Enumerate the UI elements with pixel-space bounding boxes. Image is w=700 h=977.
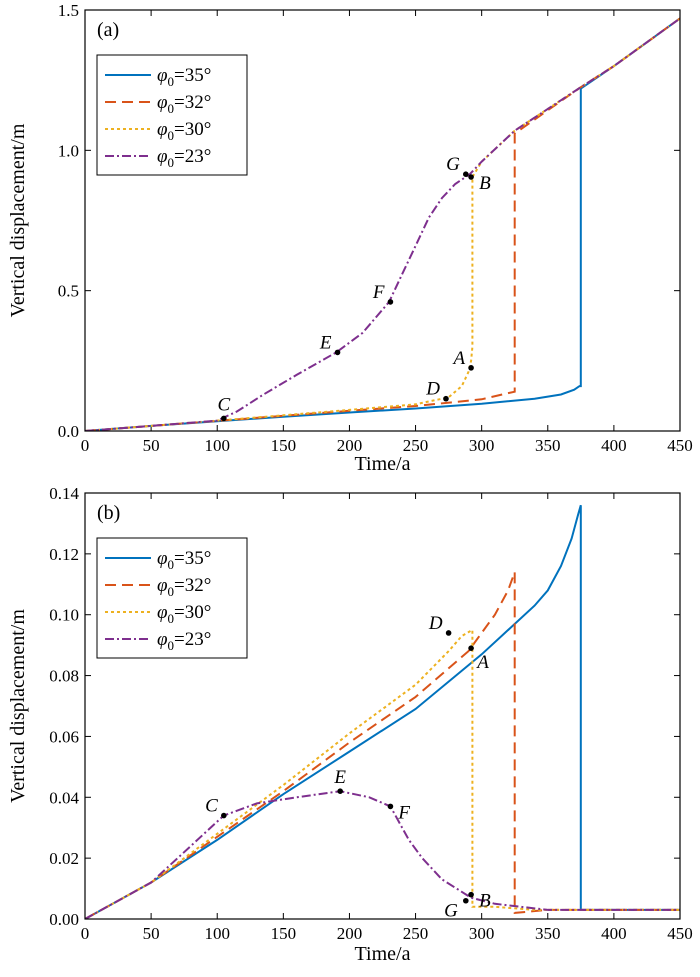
y-tick-label: 0.02 [49, 849, 79, 868]
y-tick-label: 0.0 [58, 422, 79, 441]
legend: φ0=35° φ0=32° φ0=30° φ0=23° [96, 54, 248, 176]
x-tick-label: 0 [81, 924, 90, 943]
x-tick-label: 250 [403, 436, 429, 455]
x-tick-label: 200 [337, 924, 363, 943]
annotation-label-G: G [446, 154, 460, 175]
y-axis-label: Vertical displacement/m [7, 123, 29, 317]
legend-label: φ0=35° [157, 65, 211, 89]
annotation-label-F: F [372, 282, 385, 303]
legend-label: φ0=30° [157, 602, 211, 626]
x-tick-label: 350 [535, 924, 561, 943]
y-tick-label: 0.08 [49, 667, 79, 686]
annotation-point-G [463, 171, 469, 177]
x-axis-label: Time/a [355, 943, 411, 965]
legend-label: φ0=23° [157, 146, 211, 170]
legend-label: φ0=30° [157, 119, 211, 143]
chart-panel-a: 0 50 100 150 200 250 300 350 400 450 0.0 0.5 1.0 1.5 A… [7, 1, 693, 475]
annotation-label-D: D [425, 379, 440, 400]
x-tick-label: 50 [143, 436, 160, 455]
annotation-point-C [221, 415, 227, 422]
x-tick-label: 450 [667, 436, 693, 455]
x-tick-label: 350 [535, 436, 561, 455]
annotation-point-B [468, 174, 474, 180]
annotation-point-G [463, 897, 469, 904]
annotation-label-F: F [397, 802, 410, 823]
legend-label: φ0=32° [157, 92, 211, 116]
y-tick-label: 0.10 [49, 606, 79, 625]
panel-label: (b) [97, 502, 120, 524]
annotation-label-C: C [205, 796, 218, 817]
annotation-label-D: D [428, 613, 443, 634]
annotation-point-D [445, 630, 452, 636]
x-tick-label: 100 [204, 924, 230, 943]
x-tick-label: 150 [271, 924, 297, 943]
x-tick-label: 50 [143, 924, 160, 943]
annotation-label-A: A [451, 348, 465, 369]
x-tick-label: 300 [469, 436, 495, 455]
annotation-point-A [468, 365, 474, 371]
axes-box [84, 492, 681, 920]
annotation-label-E: E [319, 332, 332, 353]
x-tick-label: 450 [667, 924, 693, 943]
legend: φ0=35° φ0=32° φ0=30° φ0=23° [96, 537, 248, 659]
annotation-point-F [387, 803, 394, 810]
series-line-030 [85, 628, 680, 919]
y-tick-label: 0.00 [49, 910, 79, 929]
annotation-label-E: E [333, 767, 346, 788]
annotation-point-A [468, 645, 474, 651]
y-tick-label: 0.5 [58, 282, 79, 301]
annotation-label-G: G [444, 901, 458, 922]
legend-label: φ0=32° [157, 575, 211, 599]
y-tick-label: 1.5 [58, 1, 79, 20]
x-tick-label: 100 [204, 436, 230, 455]
x-tick-label: 200 [337, 436, 363, 455]
annotation-point-E [334, 349, 341, 356]
annotation-label-C: C [217, 394, 230, 415]
x-tick-label: 250 [403, 924, 429, 943]
y-axis-label: Vertical displacement/m [7, 609, 29, 803]
x-axis-label: Time/a [355, 453, 411, 475]
y-tick-label: 0.14 [49, 484, 79, 503]
series-line-032 [85, 17, 680, 431]
series-line-023 [85, 17, 680, 431]
annotation-point-F [387, 299, 394, 305]
axes-box [84, 9, 681, 432]
y-tick-label: 0.06 [49, 727, 79, 746]
x-tick-label: 400 [601, 924, 627, 943]
x-tick-label: 400 [601, 436, 627, 455]
annotation-label-B: B [479, 891, 491, 912]
y-tick-label: 0.12 [49, 545, 79, 564]
annotation-label-A: A [475, 652, 489, 673]
x-tick-label: 0 [81, 436, 90, 455]
annotation-point-B [468, 891, 474, 898]
chart-panel-b: 0 50 100 150 200 250 300 350 400 450 0.00 0.02 0.04 0… [7, 484, 693, 965]
y-tick-label: 1.0 [58, 141, 79, 160]
series-line-035 [85, 504, 680, 919]
y-tick-label: 0.04 [49, 788, 79, 807]
panel-label: (a) [97, 19, 119, 41]
series-line-030 [85, 17, 680, 431]
series-line-023 [85, 790, 680, 919]
annotation-point-D [443, 395, 449, 402]
x-tick-label: 300 [469, 924, 495, 943]
annotation-label-B: B [479, 173, 491, 194]
legend-label: φ0=35° [157, 548, 211, 572]
x-tick-label: 150 [271, 436, 297, 455]
annotation-point-C [221, 812, 227, 819]
annotation-point-E [337, 788, 343, 794]
legend-label: φ0=23° [157, 629, 211, 653]
